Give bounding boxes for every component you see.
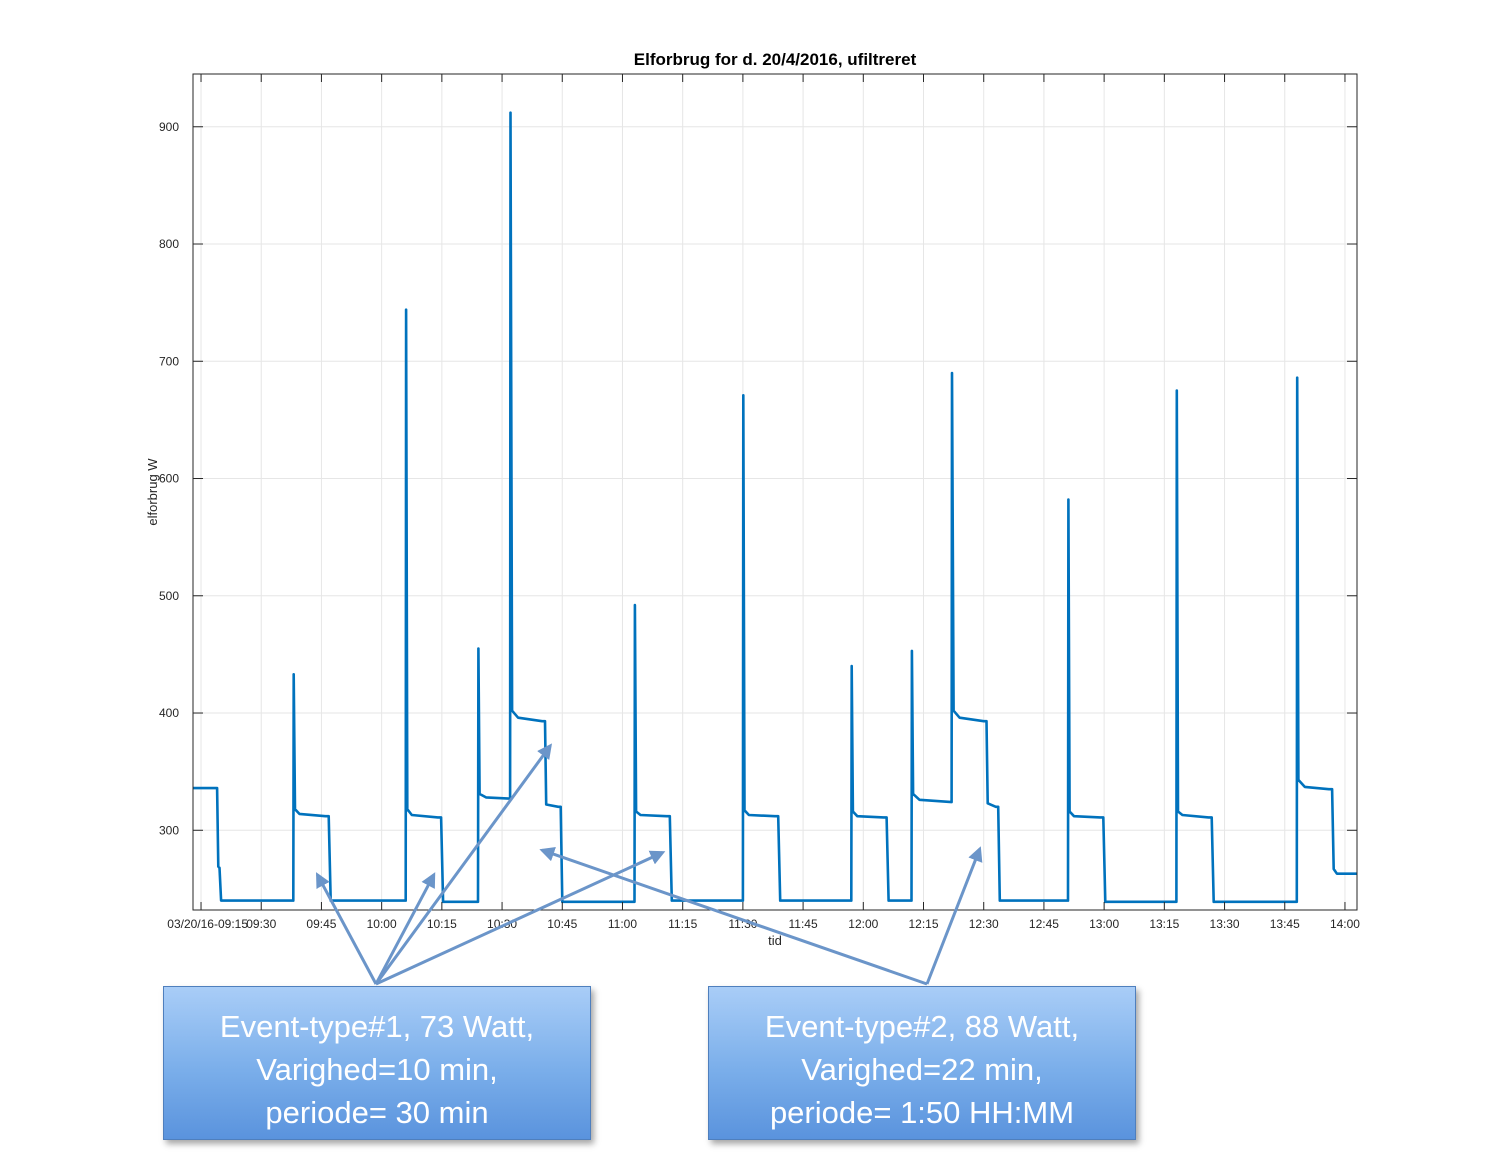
x-tick-label: 13:15 xyxy=(1149,917,1179,931)
x-tick-label: 09:45 xyxy=(306,917,336,931)
y-tick-label: 700 xyxy=(159,354,179,368)
x-tick-label: 11:00 xyxy=(608,917,637,931)
annotation-line: Event-type#1, 73 Watt, xyxy=(219,1009,535,1044)
x-tick-label: 10:00 xyxy=(367,917,397,931)
annotation-box-event-type-1: Event-type#1, 73 Watt, Varighed=10 min, … xyxy=(163,986,591,1140)
chart-title: Elforbrug for d. 20/4/2016, ufiltreret xyxy=(634,50,917,69)
x-tick-label: 12:15 xyxy=(908,917,938,931)
x-tick-label: 13:45 xyxy=(1270,917,1300,931)
x-tick-label: 11:30 xyxy=(728,917,757,931)
grid xyxy=(193,74,1357,910)
y-tick-label: 900 xyxy=(159,120,179,134)
x-tick-label: 12:30 xyxy=(969,917,999,931)
x-tick-label: 11:15 xyxy=(668,917,697,931)
annotation-line: Varighed=10 min, xyxy=(256,1052,498,1087)
x-tick-label: 09:30 xyxy=(246,917,276,931)
series-line xyxy=(193,111,1357,904)
annotation-line: periode= 30 min xyxy=(265,1095,489,1130)
annotation-arrow xyxy=(374,743,552,985)
y-tick-label: 300 xyxy=(159,823,179,837)
y-tick-label: 500 xyxy=(159,589,179,603)
annotation-line: periode= 1:50 HH:MM xyxy=(769,1095,1075,1130)
annotation-line: Varighed=22 min, xyxy=(801,1052,1043,1087)
y-axis-label: elforbrug W xyxy=(145,458,160,526)
x-tick-label: 12:00 xyxy=(848,917,878,931)
x-tick-label: 13:00 xyxy=(1089,917,1119,931)
y-tick-label: 800 xyxy=(159,237,179,251)
annotation-arrow xyxy=(539,847,928,986)
x-axis-label: tid xyxy=(768,933,782,948)
x-tick-label: 13:30 xyxy=(1210,917,1240,931)
annotation-arrow xyxy=(374,872,436,985)
x-tick-label: 10:30 xyxy=(487,917,517,931)
x-tick-label: 14:00 xyxy=(1330,917,1360,931)
annotation-arrows xyxy=(316,743,983,986)
y-tick-label: 600 xyxy=(159,472,179,486)
axis-ticks xyxy=(193,74,1357,910)
y-tick-label: 400 xyxy=(159,706,179,720)
annotation-line: Event-type#2, 88 Watt, xyxy=(764,1009,1080,1044)
annotation-arrow xyxy=(925,846,983,985)
annotation-box-event-type-2: Event-type#2, 88 Watt, Varighed=22 min, … xyxy=(708,986,1136,1140)
x-tick-label: 12:45 xyxy=(1029,917,1059,931)
plot-frame xyxy=(192,73,1358,911)
x-tick-label: 10:45 xyxy=(547,917,577,931)
x-tick-label: 11:45 xyxy=(789,917,818,931)
annotation-arrow xyxy=(316,872,378,985)
plot-area xyxy=(193,74,1357,910)
x-tick-label: 03/20/16-09:15 xyxy=(167,917,248,931)
x-tick-label: 10:15 xyxy=(427,917,457,931)
